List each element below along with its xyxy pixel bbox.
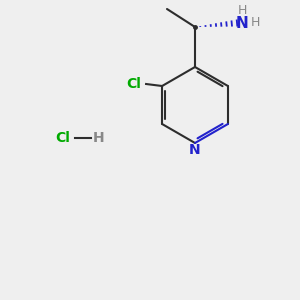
Text: Cl: Cl	[56, 131, 70, 145]
Text: H: H	[237, 4, 247, 17]
Text: N: N	[189, 143, 201, 157]
Text: H: H	[93, 131, 105, 145]
Text: Cl: Cl	[127, 77, 142, 91]
Text: N: N	[236, 16, 248, 31]
Text: H: H	[250, 16, 260, 29]
